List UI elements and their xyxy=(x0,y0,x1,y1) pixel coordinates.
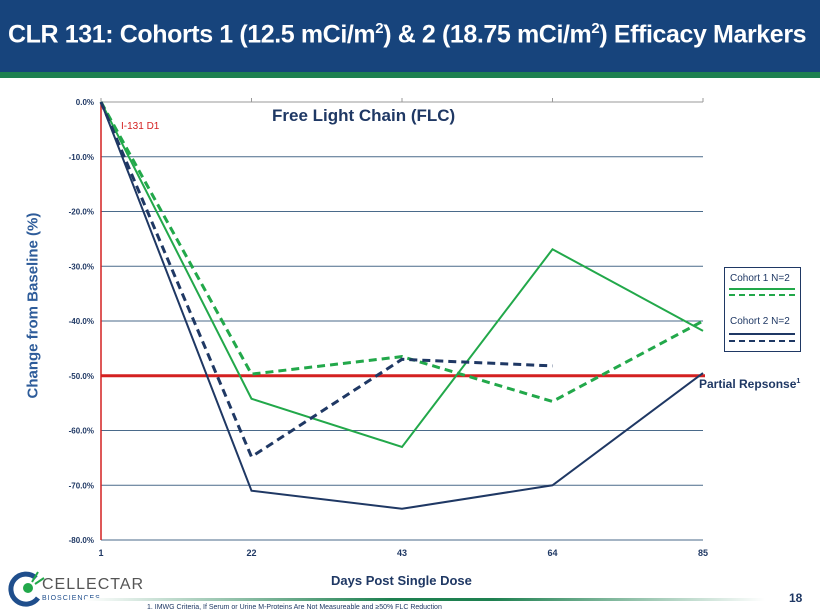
x-tick-label: 85 xyxy=(698,548,708,558)
y-tick-label: -70.0% xyxy=(69,481,94,490)
footer-line xyxy=(85,598,765,601)
y-tick-label: -20.0% xyxy=(69,208,94,217)
y-tick-label: 0.0% xyxy=(76,98,94,107)
y-tick-label: -60.0% xyxy=(69,427,94,436)
y-tick-label: -30.0% xyxy=(69,262,94,271)
legend-solid-navy xyxy=(729,333,795,335)
y-axis-label: Change from Baseline (%) xyxy=(24,212,42,399)
legend-dashed-green xyxy=(729,294,795,296)
x-axis-label: Days Post Single Dose xyxy=(331,573,472,588)
y-tick-label: -50.0% xyxy=(69,372,94,381)
y-tick-label: -40.0% xyxy=(69,317,94,326)
chart-title: Free Light Chain (FLC) xyxy=(272,106,456,125)
legend: Cohort 1 N=2 Cohort 2 N=2 xyxy=(724,267,801,352)
x-tick-label: 1 xyxy=(98,548,103,558)
dose-marker-label: I-131 D1 xyxy=(121,121,160,132)
threshold-label: Partial Repsonse1 xyxy=(699,376,801,391)
title-stripe xyxy=(0,72,820,78)
legend-cohort-1: Cohort 1 N=2 xyxy=(730,273,790,284)
footnote: 1. IMWG Criteria, If Serum or Urine M-Pr… xyxy=(147,604,442,611)
logo: CELLECTAR BIOSCIENCES xyxy=(8,568,168,608)
y-tick-label: -10.0% xyxy=(69,153,94,162)
legend-solid-green xyxy=(729,288,795,290)
page-number: 18 xyxy=(789,591,803,605)
x-tick-label: 43 xyxy=(397,548,407,558)
title-bar xyxy=(0,0,820,72)
series-line-cohort-2-patient-b xyxy=(99,101,553,460)
slide-title: CLR 131: Cohorts 1 (12.5 mCi/m2) & 2 (18… xyxy=(8,20,807,49)
y-tick-label: -80.0% xyxy=(69,536,94,545)
logo-text: CELLECTAR xyxy=(42,576,145,593)
logo-mark-icon xyxy=(8,571,45,607)
legend-cohort-2: Cohort 2 N=2 xyxy=(730,316,790,327)
legend-dashed-navy xyxy=(729,340,795,342)
x-tick-label: 64 xyxy=(547,548,557,558)
logo-subtext: BIOSCIENCES xyxy=(42,595,101,602)
x-tick-label: 22 xyxy=(246,548,256,558)
series-line-cohort-1-patient-a xyxy=(100,101,704,449)
